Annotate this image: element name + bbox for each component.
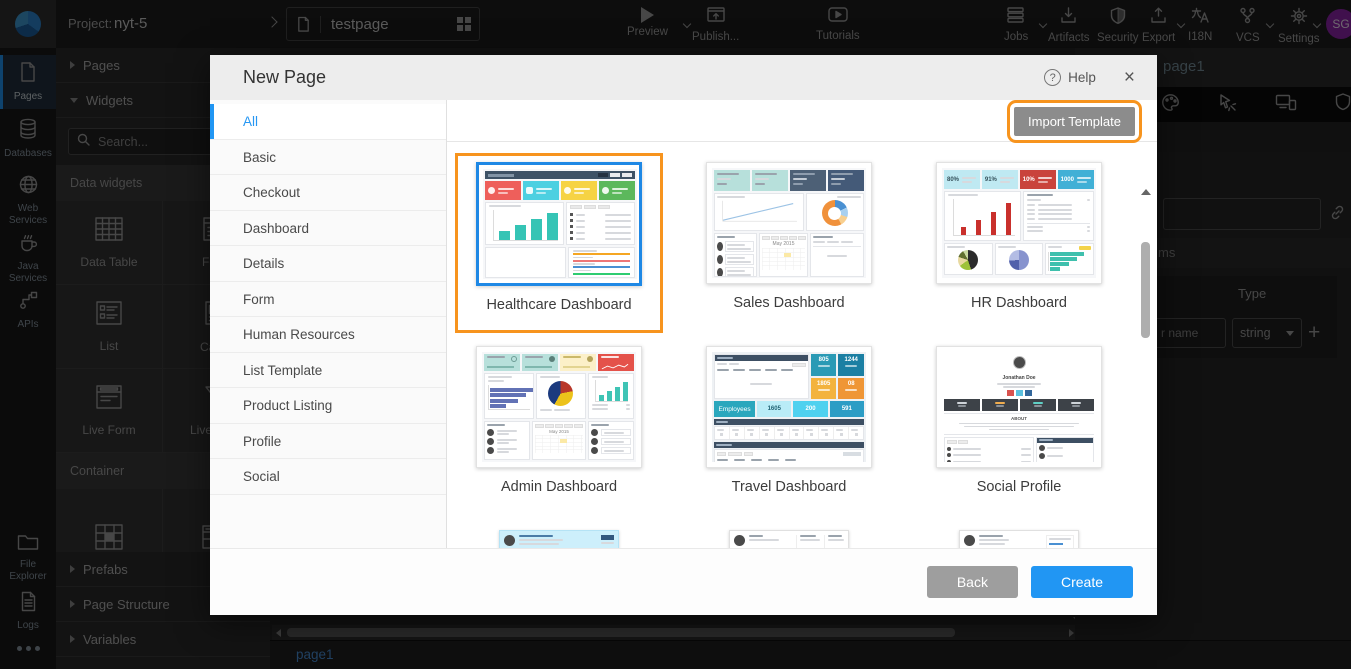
help-label: Help (1068, 70, 1096, 85)
dialog-title: New Page (243, 67, 327, 87)
template-thumbnail: 805 1244 1805 08 Employees 1605 2 (706, 346, 872, 468)
category-social[interactable]: Social (210, 459, 446, 495)
about-header: ABOUT (1011, 415, 1027, 421)
stat-value: 10% (1022, 176, 1035, 183)
template-thumbnail: Jonathan Doe (936, 346, 1102, 468)
template-thumbnail (476, 162, 642, 286)
template-label: Travel Dashboard (731, 479, 847, 495)
template-partial-1[interactable] (464, 530, 654, 548)
template-hr-dashboard[interactable]: 80% 91% 10% 1000 (924, 162, 1114, 324)
calendar-month: May 2015 (772, 241, 795, 247)
category-profile[interactable]: Profile (210, 423, 446, 459)
gallery-scrollbar[interactable] (1139, 187, 1153, 548)
category-list-template[interactable]: List Template (210, 352, 446, 388)
employees-tile: Employees (714, 401, 756, 417)
template-label: Admin Dashboard (500, 479, 618, 495)
template-label: Healthcare Dashboard (486, 297, 632, 313)
close-icon[interactable]: × (1123, 67, 1135, 88)
category-dashboard[interactable]: Dashboard (210, 210, 446, 246)
template-partial-3[interactable] (924, 530, 1114, 548)
template-categories: All Basic Checkout Dashboard Details For… (210, 100, 447, 548)
gallery-scrollbar-thumb[interactable] (1141, 242, 1150, 338)
template-grid: Healthcare Dashboard (447, 142, 1157, 548)
stat-value: 80% (947, 176, 960, 183)
create-button[interactable]: Create (1030, 566, 1133, 598)
template-label: HR Dashboard (971, 295, 1067, 311)
template-healthcare-dashboard[interactable]: Healthcare Dashboard (455, 153, 663, 333)
category-product-listing[interactable]: Product Listing (210, 388, 446, 424)
category-details[interactable]: Details (210, 246, 446, 282)
template-thumbnail: May 2015 (706, 162, 872, 284)
template-thumbnail: 80% 91% 10% 1000 (936, 162, 1102, 284)
template-label: Sales Dashboard (733, 295, 845, 311)
stat-value: 1805 (817, 380, 831, 387)
category-basic[interactable]: Basic (210, 139, 446, 175)
stat-value: 91% (984, 176, 997, 183)
dialog-header: New Page ? Help × (210, 55, 1157, 100)
template-partial-2[interactable] (694, 530, 884, 548)
template-gallery: Import Template (447, 100, 1157, 548)
template-thumbnail: May 2015 (476, 346, 642, 468)
template-label: Social Profile (976, 479, 1062, 495)
template-social-profile[interactable]: Jonathan Doe (924, 346, 1114, 508)
template-admin-dashboard[interactable]: May 2015 (464, 346, 654, 508)
help-icon: ? (1044, 69, 1062, 86)
scroll-up-icon[interactable] (1141, 189, 1151, 195)
tile-value: 1605 (757, 401, 792, 417)
tile-value: 591 (829, 401, 864, 417)
stat-value: 805 (818, 357, 829, 363)
import-template-button[interactable]: Import Template (1007, 100, 1142, 143)
profile-name: Jonathan Doe (1002, 375, 1036, 381)
category-human-resources[interactable]: Human Resources (210, 317, 446, 353)
category-all[interactable]: All (210, 104, 446, 140)
gallery-toolbar: Import Template (447, 100, 1157, 143)
back-button[interactable]: Back (926, 566, 1018, 598)
new-page-dialog: New Page ? Help × All Basic Checkout Das… (210, 55, 1157, 615)
tile-value: 200 (793, 401, 828, 417)
dialog-footer: Back Create (210, 548, 1157, 615)
calendar-month: May 2015 (549, 429, 569, 434)
help-button[interactable]: ? Help (1044, 69, 1096, 86)
stat-value: 08 (847, 380, 855, 387)
category-form[interactable]: Form (210, 281, 446, 317)
template-sales-dashboard[interactable]: May 2015 (694, 162, 884, 324)
stat-value: 1244 (844, 357, 858, 363)
template-travel-dashboard[interactable]: 805 1244 1805 08 Employees 1605 2 (694, 346, 884, 508)
stat-value: 1000 (1060, 176, 1074, 183)
category-checkout[interactable]: Checkout (210, 175, 446, 211)
